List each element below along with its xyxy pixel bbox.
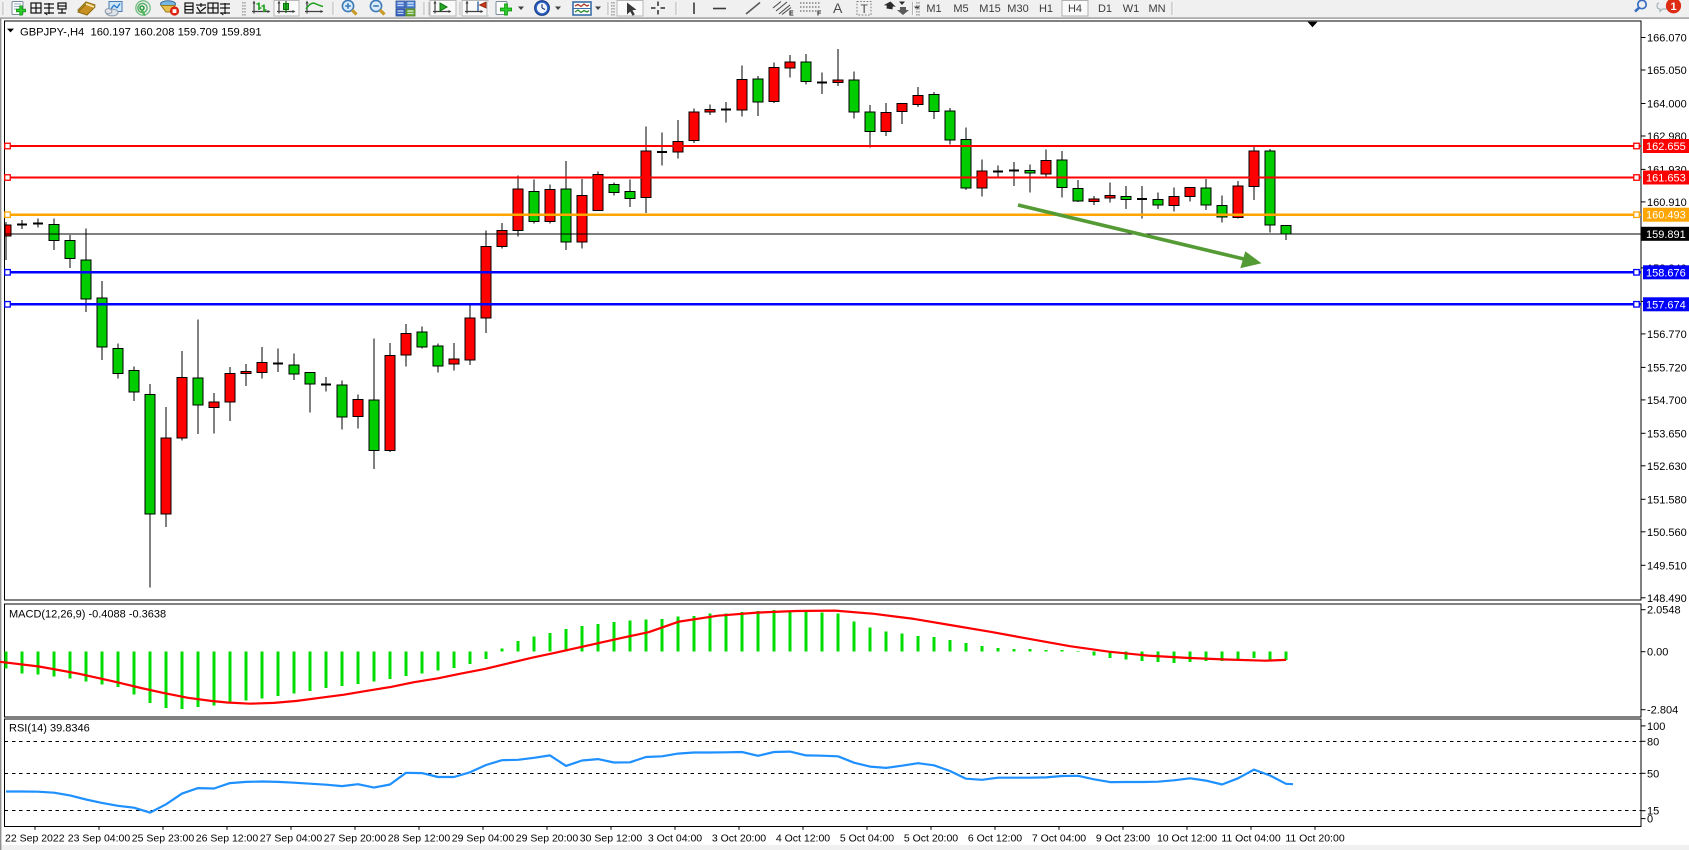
svg-text:11 Oct 04:00: 11 Oct 04:00 [1221, 833, 1281, 845]
svg-text:152.630: 152.630 [1647, 461, 1687, 473]
svg-text:9 Oct 23:00: 9 Oct 23:00 [1096, 833, 1150, 845]
svg-text:-2.804: -2.804 [1647, 705, 1678, 717]
svg-text:26 Sep 12:00: 26 Sep 12:00 [196, 833, 259, 845]
svg-text:160.493: 160.493 [1646, 210, 1686, 222]
svg-text:11 Oct 20:00: 11 Oct 20:00 [1285, 833, 1345, 845]
svg-text:MACD(12,26,9) -0.4088 -0.3638: MACD(12,26,9) -0.4088 -0.3638 [9, 609, 166, 621]
svg-text:1: 1 [1670, 1, 1676, 13]
svg-text:162.655: 162.655 [1646, 141, 1686, 153]
svg-text:159.891: 159.891 [1646, 229, 1686, 241]
svg-text:80: 80 [1647, 736, 1659, 748]
svg-text:GBPJPY-,H4 160.197 160.208 15: GBPJPY-,H4 160.197 160.208 159.709 159.8… [20, 27, 262, 39]
svg-text:10 Oct 12:00: 10 Oct 12:00 [1157, 833, 1217, 845]
svg-text:157.674: 157.674 [1646, 299, 1686, 311]
svg-text:4 Oct 12:00: 4 Oct 12:00 [776, 833, 830, 845]
svg-text:156.770: 156.770 [1647, 329, 1687, 341]
svg-text:2.0548: 2.0548 [1647, 605, 1681, 617]
svg-text:7 Oct 04:00: 7 Oct 04:00 [1032, 833, 1086, 845]
svg-text:0: 0 [1647, 814, 1653, 826]
svg-text:M5: M5 [953, 3, 968, 15]
svg-text:W1: W1 [1123, 3, 1140, 15]
svg-text:3 Oct 04:00: 3 Oct 04:00 [648, 833, 702, 845]
svg-text:M1: M1 [926, 3, 941, 15]
svg-text:3 Oct 20:00: 3 Oct 20:00 [712, 833, 766, 845]
svg-text:RSI(14) 39.8346: RSI(14) 39.8346 [9, 723, 90, 735]
svg-text:H4: H4 [1068, 3, 1082, 15]
svg-text:153.650: 153.650 [1647, 428, 1687, 440]
svg-text:155.720: 155.720 [1647, 362, 1687, 374]
svg-text:151.580: 151.580 [1647, 494, 1687, 506]
svg-text:164.000: 164.000 [1647, 99, 1687, 111]
svg-text:154.700: 154.700 [1647, 395, 1687, 407]
svg-text:H1: H1 [1039, 3, 1053, 15]
svg-text:15: 15 [1647, 806, 1659, 818]
svg-text:158.676: 158.676 [1646, 267, 1686, 279]
svg-text:5 Oct 20:00: 5 Oct 20:00 [904, 833, 958, 845]
svg-text:148.490: 148.490 [1647, 593, 1687, 605]
svg-text:29 Sep 20:00: 29 Sep 20:00 [516, 833, 579, 845]
svg-text:23 Sep 04:00: 23 Sep 04:00 [68, 833, 131, 845]
svg-text:6 Oct 12:00: 6 Oct 12:00 [968, 833, 1022, 845]
svg-text:50: 50 [1647, 768, 1659, 780]
svg-text:5 Oct 04:00: 5 Oct 04:00 [840, 833, 894, 845]
svg-text:M15: M15 [979, 3, 1000, 15]
svg-text:27 Sep 20:00: 27 Sep 20:00 [324, 833, 387, 845]
svg-text:161.653: 161.653 [1646, 173, 1686, 185]
svg-text:F: F [817, 11, 822, 18]
svg-text:29 Sep 04:00: 29 Sep 04:00 [452, 833, 515, 845]
svg-text:30 Sep 12:00: 30 Sep 12:00 [580, 833, 643, 845]
svg-text:149.510: 149.510 [1647, 560, 1687, 572]
svg-text:T: T [861, 2, 869, 16]
svg-text:22 Sep 2022: 22 Sep 2022 [5, 833, 65, 845]
svg-text:28 Sep 12:00: 28 Sep 12:00 [388, 833, 451, 845]
svg-text:A: A [833, 0, 843, 16]
svg-text:165.050: 165.050 [1647, 65, 1687, 77]
svg-text:100: 100 [1647, 721, 1665, 733]
svg-text:160.910: 160.910 [1647, 197, 1687, 209]
svg-text:27 Sep 04:00: 27 Sep 04:00 [260, 833, 323, 845]
svg-text:150.560: 150.560 [1647, 527, 1687, 539]
svg-text:MN: MN [1148, 3, 1165, 15]
svg-text:25 Sep 23:00: 25 Sep 23:00 [132, 833, 195, 845]
svg-text:D1: D1 [1098, 3, 1112, 15]
svg-text:0.00: 0.00 [1647, 647, 1668, 659]
svg-text:E: E [789, 11, 794, 18]
svg-text:M30: M30 [1007, 3, 1028, 15]
svg-text:166.070: 166.070 [1647, 33, 1687, 45]
